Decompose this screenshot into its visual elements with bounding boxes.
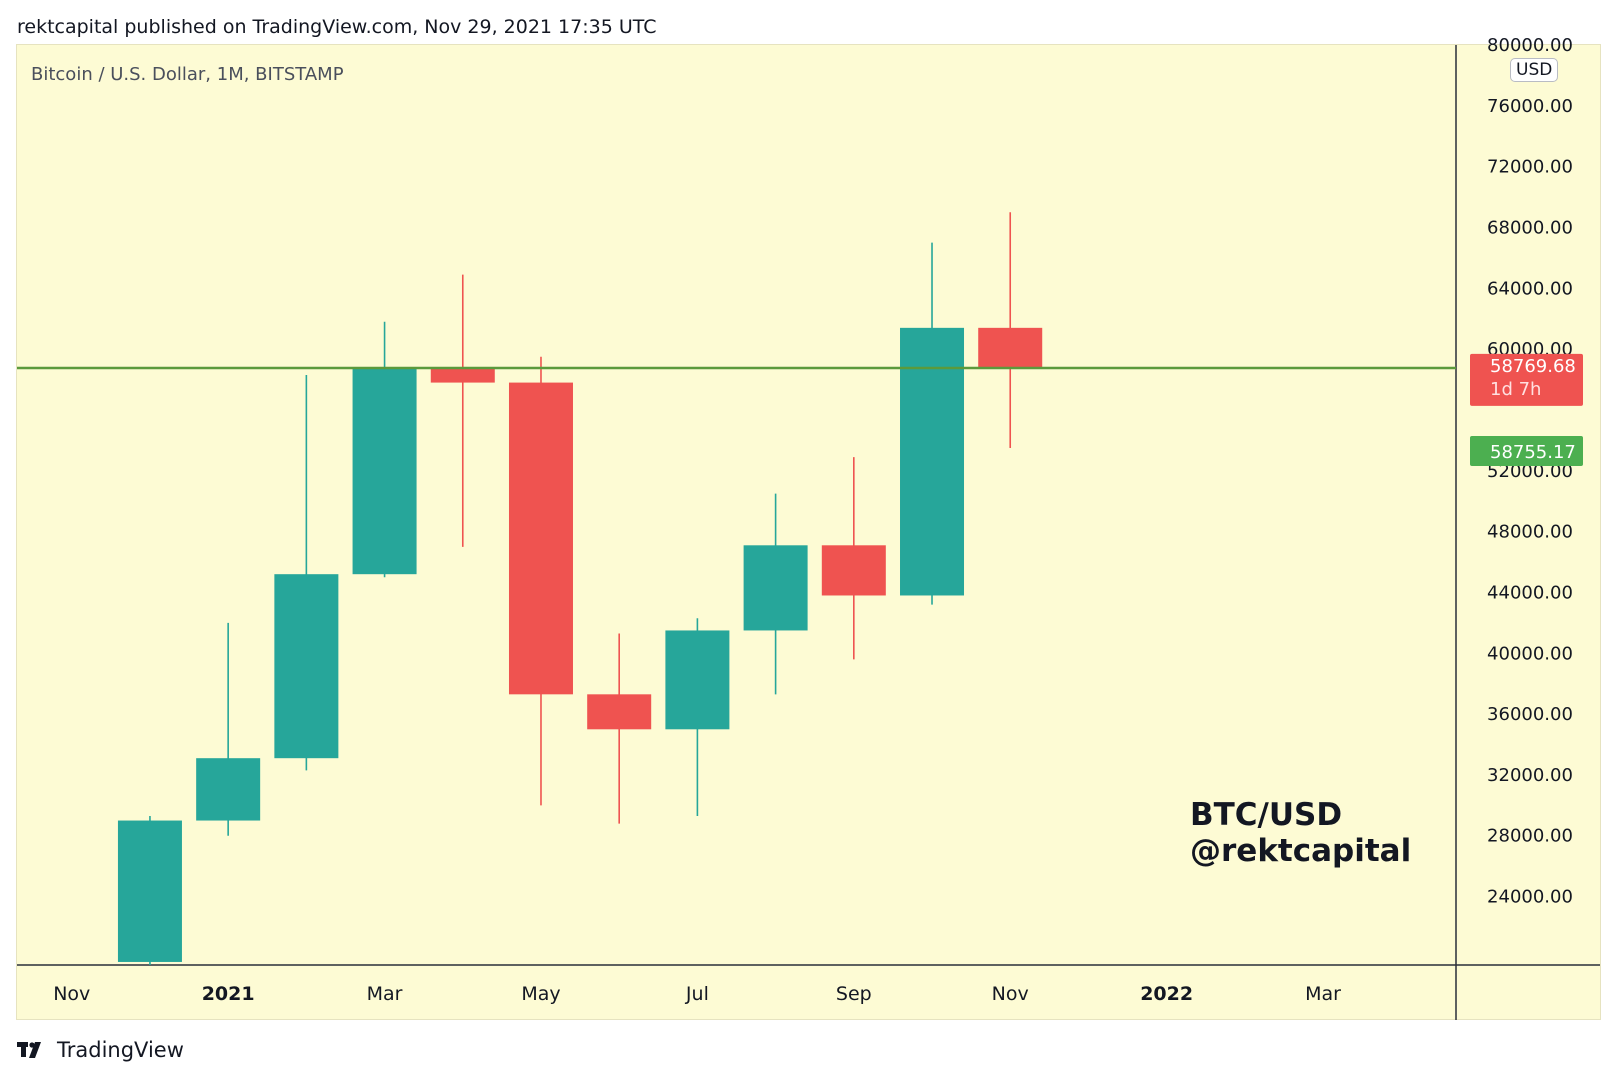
candle-body (196, 758, 261, 821)
candle-body (743, 545, 808, 631)
time-tick-label: Mar (1305, 983, 1341, 1005)
time-tick-label: 2021 (202, 983, 255, 1005)
time-tick-label: Mar (367, 983, 403, 1005)
candle-body (508, 382, 573, 695)
currency-button[interactable]: USD (1510, 58, 1559, 82)
chart-area[interactable] (16, 44, 1601, 1020)
time-tick-label: May (521, 983, 560, 1005)
brand-name: TradingView (57, 1038, 184, 1062)
price-tick-label: 52000.00 (1487, 461, 1573, 482)
time-tick-label: Nov (992, 983, 1029, 1005)
tradingview-logo-icon (17, 1042, 41, 1058)
time-tick-label: Sep (836, 983, 872, 1005)
candle-body (900, 327, 965, 596)
watermark-handle: @rektcapital (1190, 833, 1412, 869)
price-tick-label: 44000.00 (1487, 582, 1573, 603)
symbol-title[interactable]: Bitcoin / U.S. Dollar, 1M, BITSTAMP (31, 64, 344, 85)
current-price-tag (1470, 353, 1583, 406)
price-tick-label: 40000.00 (1487, 643, 1573, 664)
tradingview-brand[interactable]: TradingView (17, 1038, 184, 1062)
candle-body (587, 694, 652, 730)
bar-countdown: 1d 7h (1490, 379, 1541, 400)
time-tick-label: Jul (685, 983, 709, 1005)
time-tick-label: Nov (53, 983, 90, 1005)
price-tick-label: 32000.00 (1487, 765, 1573, 786)
candle-body (117, 820, 182, 962)
price-tick-label: 68000.00 (1487, 217, 1573, 238)
candle-body (978, 327, 1043, 368)
candle-body (430, 367, 495, 383)
level-price-tag (1470, 436, 1583, 466)
chart-watermark: BTC/USD @rektcapital (1190, 797, 1411, 869)
publish-info: rektcapital published on TradingView.com… (17, 16, 657, 38)
price-tick-label: 72000.00 (1487, 157, 1573, 178)
price-tick-label: 28000.00 (1487, 826, 1573, 847)
level-price-value: 58755.17 (1490, 442, 1576, 463)
candle-body (821, 545, 886, 596)
price-tick-label: 80000.00 (1487, 35, 1573, 56)
watermark-pair: BTC/USD (1190, 797, 1343, 833)
price-tick-label: 36000.00 (1487, 704, 1573, 725)
price-tick-label: 64000.00 (1487, 278, 1573, 299)
candle-body (665, 630, 730, 730)
price-tick-label: 24000.00 (1487, 887, 1573, 908)
candle-body (352, 367, 417, 575)
price-tick-label: 48000.00 (1487, 522, 1573, 543)
time-tick-label: 2022 (1140, 983, 1193, 1005)
price-tick-label: 76000.00 (1487, 96, 1573, 117)
candle-body (274, 574, 339, 759)
current-price-value: 58769.68 (1490, 356, 1576, 377)
